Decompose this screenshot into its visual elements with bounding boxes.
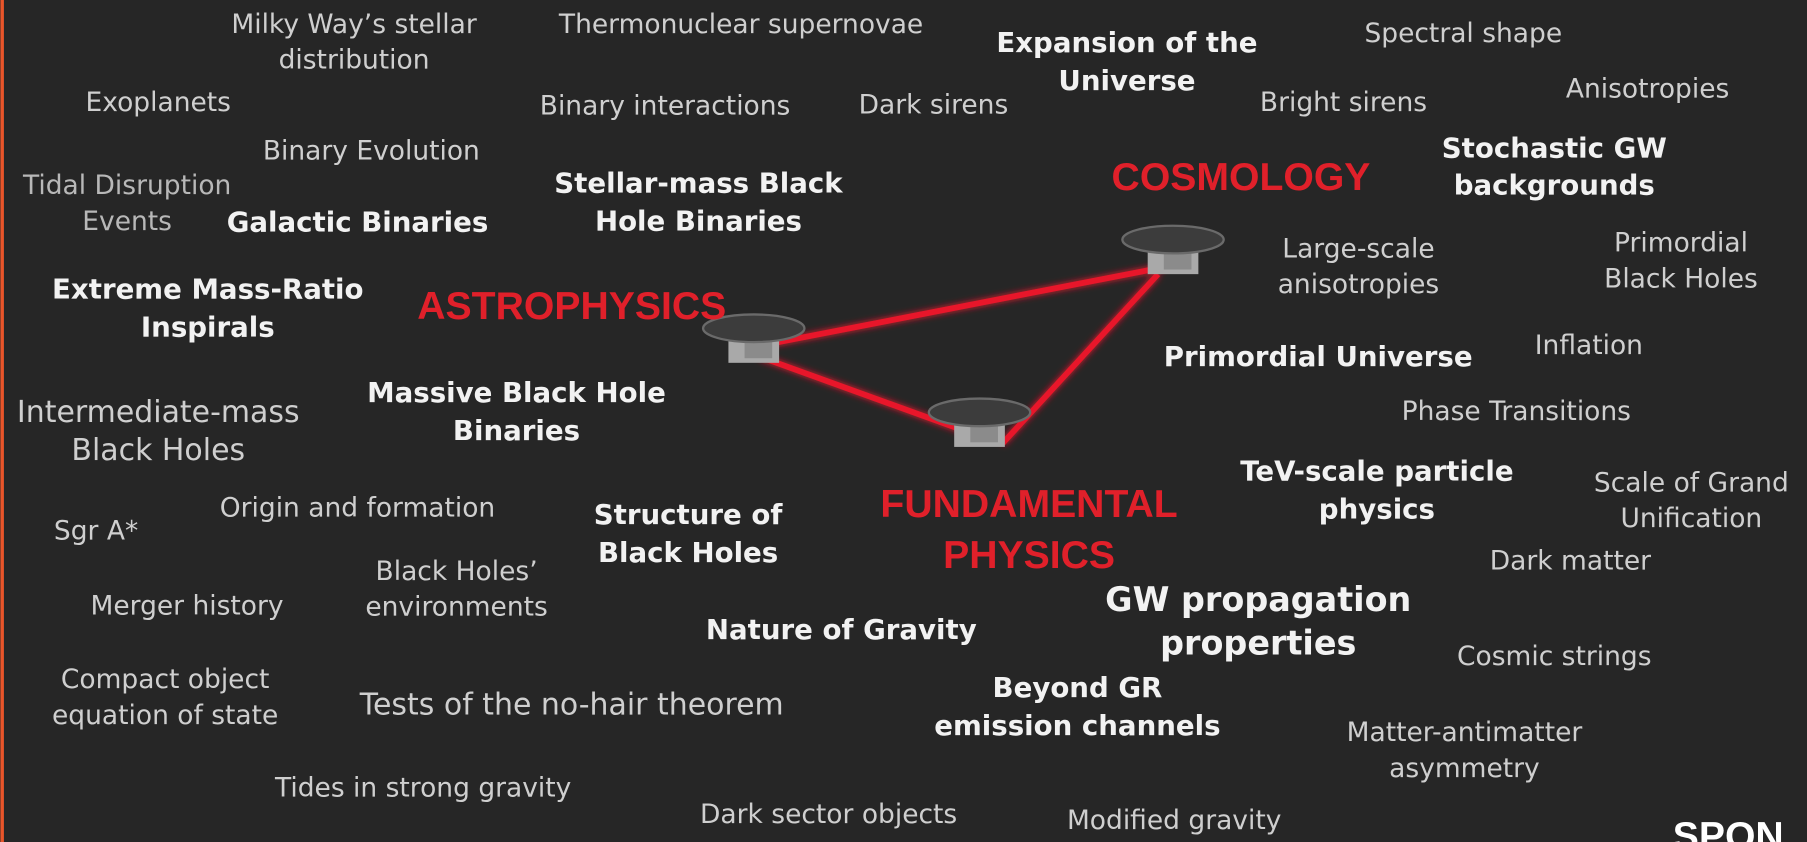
category-heading: FUNDAMENTAL <box>880 483 1177 526</box>
left-border <box>0 0 4 842</box>
topic-label: Thermonuclear supernovae <box>558 9 923 40</box>
topic-label: Binary interactions <box>540 91 791 122</box>
topic-label: Primordial <box>1614 228 1748 259</box>
topic-label: Massive Black Hole <box>367 376 666 409</box>
topic-label: Origin and formation <box>220 493 495 524</box>
topic-label: Exoplanets <box>86 87 231 118</box>
topic-label: Inflation <box>1535 330 1643 361</box>
topic-label: Black Holes <box>1604 263 1758 294</box>
topic-label: Phase Transitions <box>1402 396 1631 427</box>
topic-label: asymmetry <box>1389 753 1540 784</box>
topic-label: Tests of the no-hair theorem <box>359 688 784 723</box>
topic-label: Dark sector objects <box>700 799 957 830</box>
topic-label: Tidal Disruption <box>22 170 231 201</box>
topic-label: Milky Way’s stellar <box>231 9 477 40</box>
category-heading: PHYSICS <box>943 534 1115 577</box>
topic-label: Binaries <box>453 414 580 447</box>
topic-label: Cosmic strings <box>1457 641 1651 672</box>
topic-label: Scale of Grand <box>1594 467 1789 498</box>
topic-label: Hole Binaries <box>595 204 802 237</box>
topic-label: Bright sirens <box>1260 87 1427 118</box>
topic-label: Dark matter <box>1490 546 1651 577</box>
topic-label: Nature of Gravity <box>706 613 977 646</box>
topic-label: Merger history <box>91 591 284 622</box>
topic-label: anisotropies <box>1278 269 1440 300</box>
topic-label: GW propagation <box>1105 580 1411 619</box>
topic-label: Galactic Binaries <box>227 205 489 238</box>
topic-label: Beyond GR <box>993 671 1163 704</box>
topic-label: Expansion of the <box>996 26 1257 59</box>
topic-label: Black Holes <box>71 433 245 468</box>
topic-label: environments <box>365 592 547 623</box>
logo: SPON <box>1673 815 1784 842</box>
topic-label: distribution <box>279 45 430 76</box>
topic-label: properties <box>1160 624 1356 663</box>
topic-label: backgrounds <box>1454 169 1655 202</box>
topic-label: Universe <box>1058 64 1195 97</box>
topic-label: Compact object <box>61 664 270 695</box>
topic-label: Inspirals <box>141 310 275 343</box>
topic-label: Tides in strong gravity <box>274 773 571 804</box>
topic-label: Large-scale <box>1282 233 1434 264</box>
topic-label: Spectral shape <box>1364 18 1562 49</box>
topic-label: Modified gravity <box>1067 805 1281 836</box>
topic-label: Structure of <box>594 498 784 531</box>
topic-label: Anisotropies <box>1566 73 1729 104</box>
topic-label: Black Holes <box>598 536 778 569</box>
topic-label: Stochastic GW <box>1442 132 1667 165</box>
topic-label: Unification <box>1620 503 1762 534</box>
topic-label: Matter-antimatter <box>1347 717 1583 748</box>
topic-label: TeV-scale particle <box>1240 454 1513 487</box>
topic-label: physics <box>1319 492 1435 525</box>
category-heading: ASTROPHYSICS <box>417 285 726 328</box>
topic-label: Sgr A* <box>54 516 138 547</box>
topic-label: equation of state <box>52 700 278 731</box>
topic-label: Events <box>82 206 172 237</box>
topic-label: Dark sirens <box>859 89 1009 120</box>
topic-label: Binary Evolution <box>263 136 480 167</box>
topic-label: Stellar-mass Black <box>554 166 843 199</box>
category-heading: COSMOLOGY <box>1112 156 1371 199</box>
topic-label: emission channels <box>934 709 1220 742</box>
topic-label: Black Holes’ <box>376 556 538 587</box>
topic-label: Intermediate-mass <box>17 395 300 430</box>
topic-label: Extreme Mass-Ratio <box>52 272 363 305</box>
topic-label: Primordial Universe <box>1164 340 1473 373</box>
